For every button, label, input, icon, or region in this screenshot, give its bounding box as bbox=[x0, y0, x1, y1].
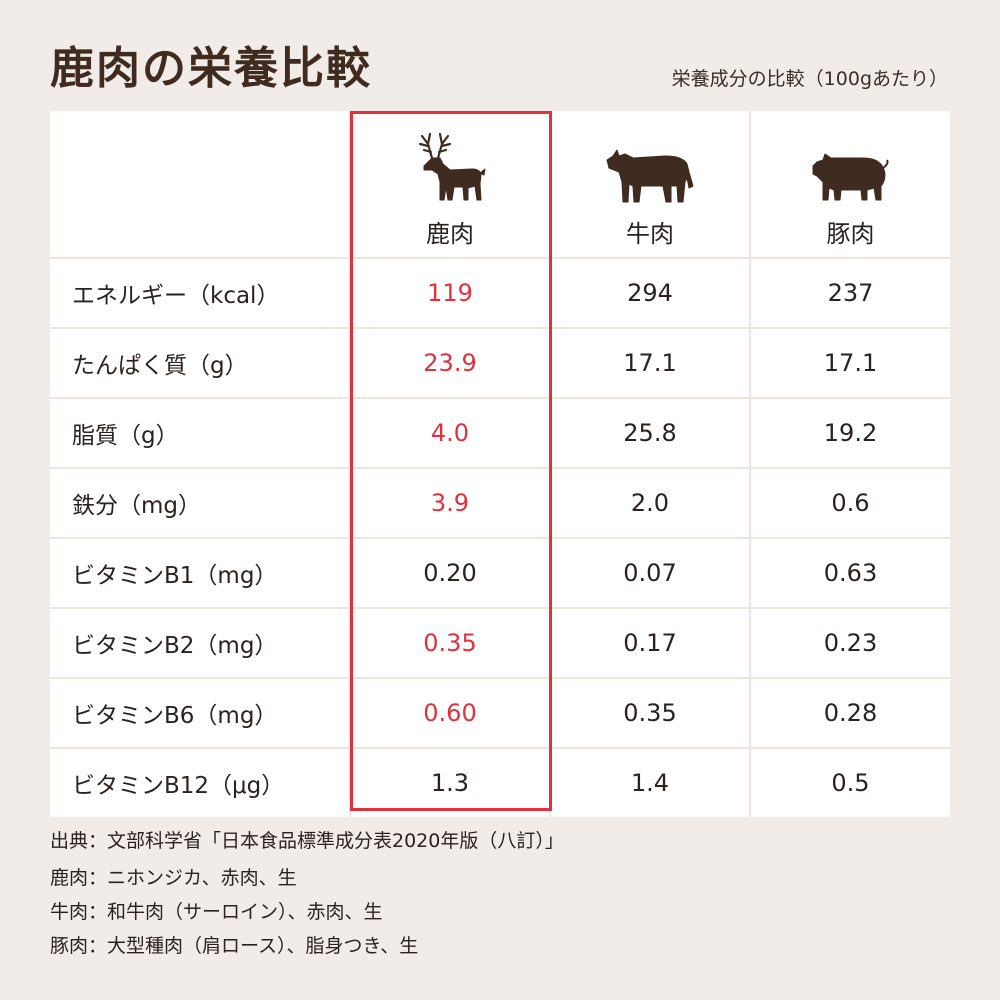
cell-beef: 17.1 bbox=[550, 328, 751, 399]
column-label-pork: 豚肉 bbox=[826, 220, 875, 248]
column-header-beef: 牛肉 bbox=[550, 111, 751, 259]
table-header-row: 鹿肉 牛肉 豚肉 bbox=[50, 111, 950, 259]
cell-deer: 4.0 bbox=[350, 398, 551, 469]
cow-icon bbox=[606, 149, 694, 203]
row-label: 鉄分（mg） bbox=[50, 468, 351, 539]
table-row: 鉄分（mg） 3.9 2.0 0.6 bbox=[50, 468, 950, 539]
row-label: 脂質（g） bbox=[50, 398, 351, 469]
column-header-deer: 鹿肉 bbox=[350, 111, 551, 259]
cell-deer: 1.3 bbox=[350, 748, 551, 817]
cell-beef: 0.07 bbox=[550, 538, 751, 609]
deer-icon bbox=[418, 132, 486, 201]
pig-icon bbox=[812, 153, 888, 201]
note-beef: 牛肉：和牛肉（サーロイン）、赤肉、生 bbox=[50, 901, 383, 923]
table-row: たんぱく質（g） 23.9 17.1 17.1 bbox=[50, 328, 950, 399]
row-label: ビタミンB12（μg） bbox=[50, 748, 351, 817]
row-label: ビタミンB6（mg） bbox=[50, 678, 351, 749]
cell-deer: 0.60 bbox=[350, 678, 551, 749]
cell-beef: 1.4 bbox=[550, 748, 751, 817]
cell-beef: 0.35 bbox=[550, 678, 751, 749]
cell-pork: 0.63 bbox=[750, 538, 950, 609]
table-row: ビタミンB6（mg） 0.60 0.35 0.28 bbox=[50, 678, 950, 749]
table-row: エネルギー（kcal） 119 294 237 bbox=[50, 258, 950, 329]
header-empty-cell bbox=[50, 111, 351, 259]
cell-deer: 0.20 bbox=[350, 538, 551, 609]
cell-beef: 294 bbox=[550, 258, 751, 329]
cell-pork: 0.28 bbox=[750, 678, 950, 749]
cell-pork: 0.23 bbox=[750, 608, 950, 679]
cell-pork: 0.5 bbox=[831, 769, 870, 797]
column-header-pork: 豚肉 bbox=[750, 111, 950, 259]
cell-pork: 19.2 bbox=[750, 398, 950, 469]
cell-pork: 0.6 bbox=[750, 468, 950, 539]
cell-beef: 25.8 bbox=[550, 398, 751, 469]
nutrition-table: 鹿肉 牛肉 豚肉 エネルギー（kcal） bbox=[50, 111, 950, 817]
column-label-beef: 牛肉 bbox=[626, 220, 674, 248]
note-deer: 鹿肉：ニホンジカ、赤肉、生 bbox=[50, 867, 297, 889]
notes-section: 出典：文部科学省「日本食品標準成分表2020年版（八訂）」 鹿肉：ニホンジカ、赤… bbox=[50, 832, 564, 971]
note-pork: 豚肉：大型種肉（肩ロース）、脂身つき、生 bbox=[50, 935, 419, 957]
cell-pork: 17.1 bbox=[750, 328, 950, 399]
cell-deer: 23.9 bbox=[350, 328, 551, 399]
cell-pork: 237 bbox=[750, 258, 950, 329]
page-title: 鹿肉の栄養比較 bbox=[50, 43, 372, 94]
row-label: エネルギー（kcal） bbox=[50, 258, 351, 329]
source-citation: 出典：文部科学省「日本食品標準成分表2020年版（八訂）」 bbox=[50, 830, 564, 852]
table-row: ビタミンB12（μg） 1.3 1.4 0.5 bbox=[50, 748, 950, 817]
cell-deer: 0.35 bbox=[350, 608, 551, 679]
column-label-deer: 鹿肉 bbox=[426, 220, 474, 248]
row-label: ビタミンB1（mg） bbox=[50, 538, 351, 609]
row-label: たんぱく質（g） bbox=[50, 328, 351, 399]
cell-deer: 119 bbox=[350, 258, 551, 329]
cell-beef: 2.0 bbox=[550, 468, 751, 539]
table-row: 脂質（g） 4.0 25.8 19.2 bbox=[50, 398, 950, 469]
row-label: ビタミンB2（mg） bbox=[50, 608, 351, 679]
table-row: ビタミンB1（mg） 0.20 0.07 0.63 bbox=[50, 538, 950, 609]
table-row: ビタミンB2（mg） 0.35 0.17 0.23 bbox=[50, 608, 950, 679]
page-subtitle: 栄養成分の比較（100gあたり） bbox=[671, 68, 948, 90]
cell-beef: 0.17 bbox=[550, 608, 751, 679]
cell-deer: 3.9 bbox=[350, 468, 551, 539]
